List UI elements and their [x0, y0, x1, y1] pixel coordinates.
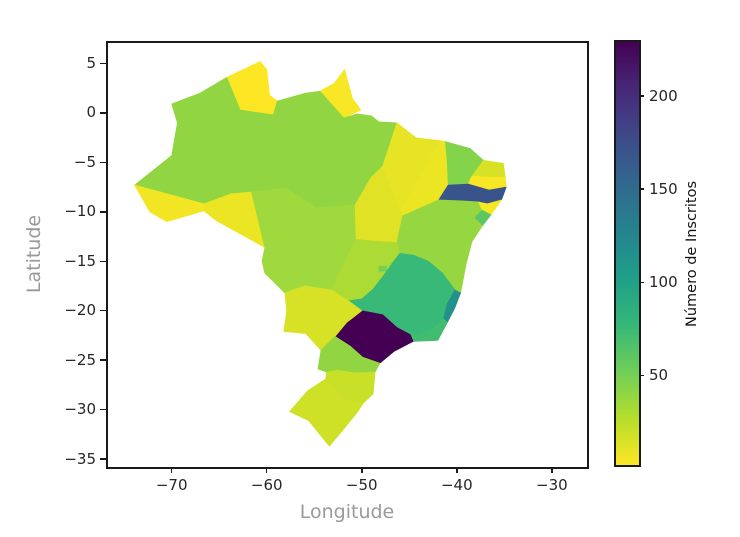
x-tick-mark — [170, 467, 173, 473]
colorbar-label: Número de Inscritos — [684, 180, 700, 327]
colorbar-tick-mark — [639, 374, 644, 377]
x-tick-label: −60 — [250, 476, 283, 494]
colorbar-tick-mark — [639, 95, 644, 97]
colorbar-tick-label: 200 — [649, 86, 678, 105]
state-ms — [283, 285, 363, 351]
y-tick-label: 0 — [86, 103, 96, 122]
y-tick-label: −35 — [64, 449, 96, 468]
y-tick-label: −30 — [64, 400, 96, 419]
y-tick-mark — [100, 359, 106, 361]
y-tick-mark — [100, 458, 106, 460]
y-tick-mark — [100, 161, 106, 164]
colorbar-tick-mark — [639, 281, 644, 284]
x-tick-label: −70 — [155, 476, 188, 494]
y-tick-mark — [100, 309, 106, 312]
x-axis-label: Longitude — [299, 501, 395, 523]
colorbar-tick-label: 100 — [649, 272, 678, 291]
state-rj — [409, 318, 448, 342]
state-ac — [134, 184, 205, 223]
y-tick-mark — [100, 62, 106, 65]
colorbar-tick-label: 50 — [649, 366, 669, 385]
colorbar-tick-label: 150 — [649, 179, 678, 198]
x-tick-label: −40 — [440, 476, 473, 494]
y-tick-mark — [100, 260, 106, 263]
y-tick-mark — [100, 112, 106, 114]
y-tick-label: −10 — [64, 202, 96, 221]
colorbar-tick-mark — [639, 188, 644, 190]
y-tick-mark — [100, 211, 106, 213]
x-tick-mark — [551, 467, 553, 473]
x-tick-mark — [456, 467, 458, 473]
y-axis-label: Latitude — [23, 214, 45, 294]
colorbar — [614, 40, 641, 467]
x-tick-label: −50 — [345, 476, 378, 494]
x-tick-mark — [361, 467, 363, 473]
y-tick-label: −25 — [64, 350, 96, 369]
state-df — [378, 265, 387, 272]
x-tick-label: −30 — [536, 476, 568, 494]
y-tick-mark — [100, 408, 106, 411]
y-tick-label: −5 — [73, 152, 96, 171]
state-rs — [289, 378, 365, 447]
map-axes — [106, 41, 589, 469]
x-tick-mark — [265, 467, 268, 473]
brazil-choropleth-map — [134, 61, 507, 447]
y-tick-label: −20 — [64, 301, 96, 320]
state-am — [134, 76, 297, 205]
y-tick-label: −15 — [64, 251, 96, 270]
y-tick-label: 5 — [86, 53, 96, 72]
